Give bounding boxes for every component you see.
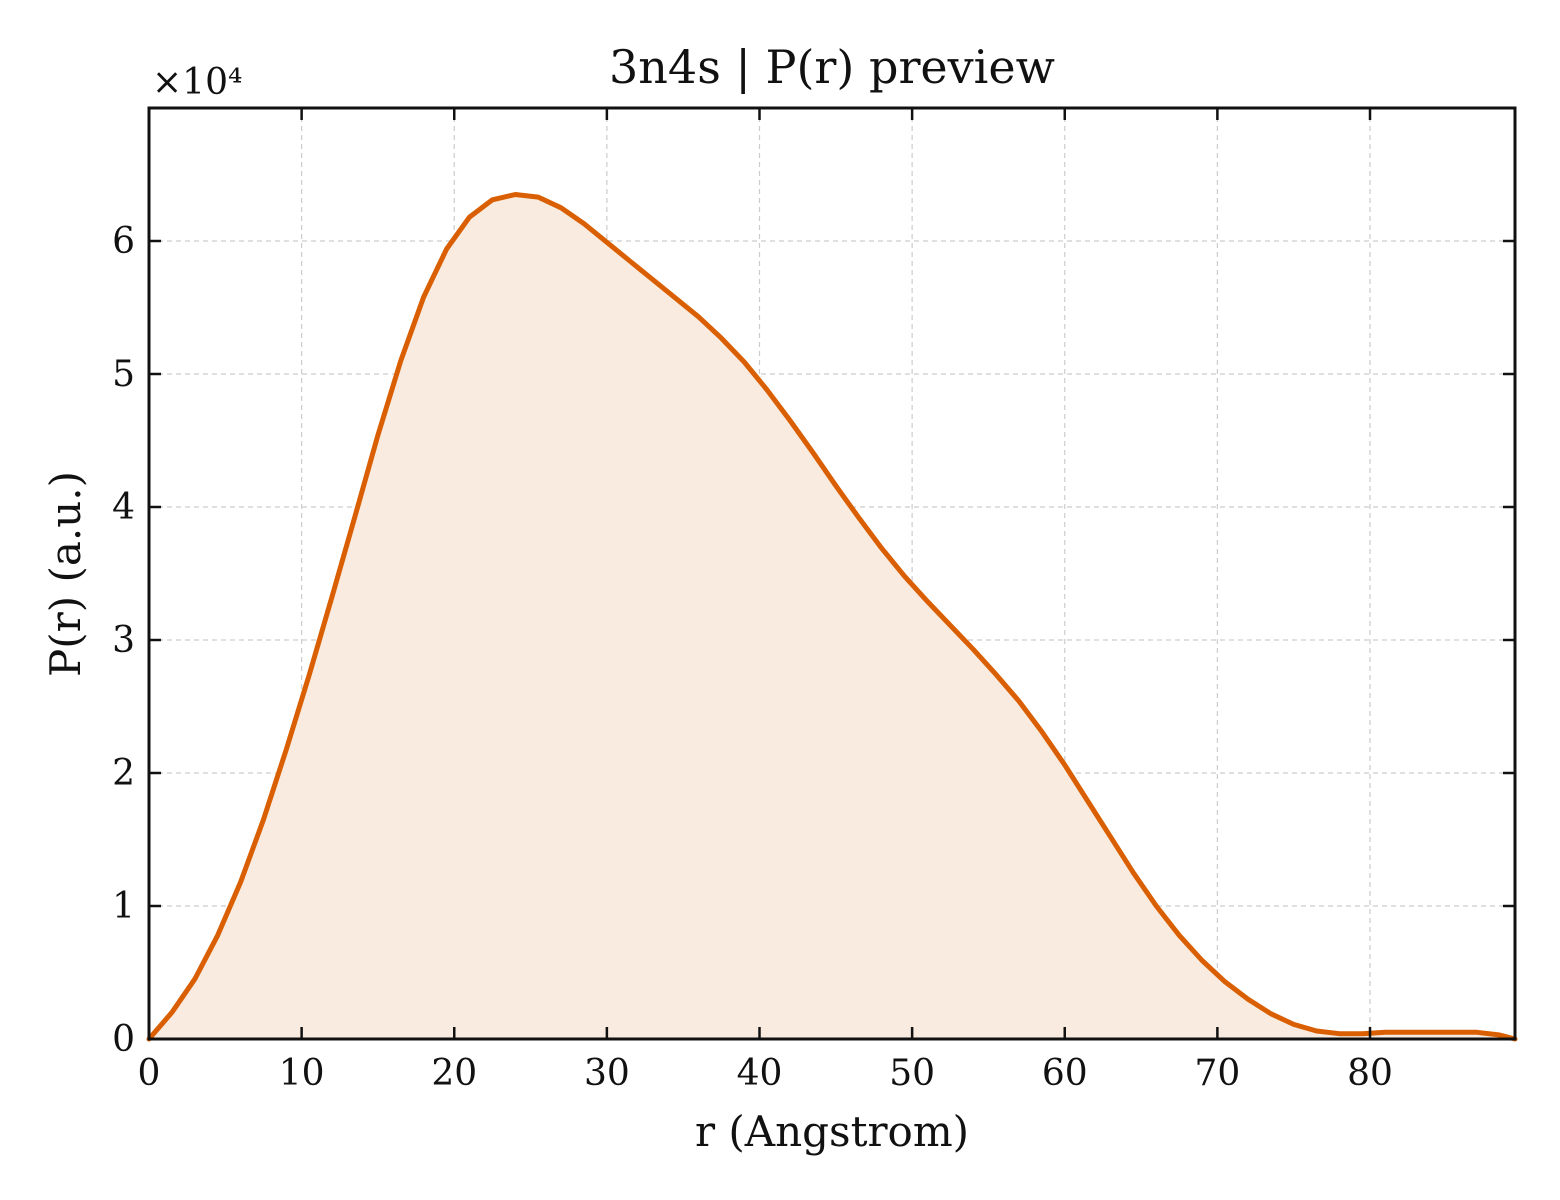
x-tick-label: 60 [1042, 1053, 1088, 1094]
x-tick-label: 0 [138, 1053, 161, 1094]
y-tick-label: 0 [112, 1019, 135, 1060]
chart-title: 3n4s | P(r) preview [609, 40, 1055, 94]
data-area [149, 194, 1515, 1039]
y-tick-label: 3 [112, 620, 135, 661]
y-axis-offset-label: ×10⁴ [152, 62, 242, 103]
x-tick-label: 80 [1347, 1053, 1393, 1094]
y-tick-label: 2 [112, 753, 135, 794]
x-axis-title: r (Angstrom) [695, 1107, 969, 1156]
x-tick-label: 40 [737, 1053, 783, 1094]
y-tick-label: 1 [112, 886, 135, 927]
y-tick-label: 6 [112, 221, 135, 262]
plot-frame [147, 106, 1517, 1041]
x-tick-label: 10 [279, 1053, 325, 1094]
data-series [146, 192, 1518, 1042]
x-tick-label: 70 [1194, 1053, 1240, 1094]
y-axis-title: P(r) (a.u.) [41, 471, 90, 677]
x-tick-label: 20 [431, 1053, 477, 1094]
series-line [146, 192, 1518, 1042]
x-tick-label: 50 [889, 1053, 935, 1094]
area-fill [149, 194, 1515, 1039]
y-axis-ticks: 0 1 2 3 4 5 6 [112, 221, 1515, 1060]
x-axis-ticks: 0 10 20 30 40 50 60 70 80 [138, 108, 1393, 1094]
x-tick-label: 30 [584, 1053, 630, 1094]
y-tick-label: 5 [112, 354, 135, 395]
y-tick-label: 4 [112, 487, 135, 528]
